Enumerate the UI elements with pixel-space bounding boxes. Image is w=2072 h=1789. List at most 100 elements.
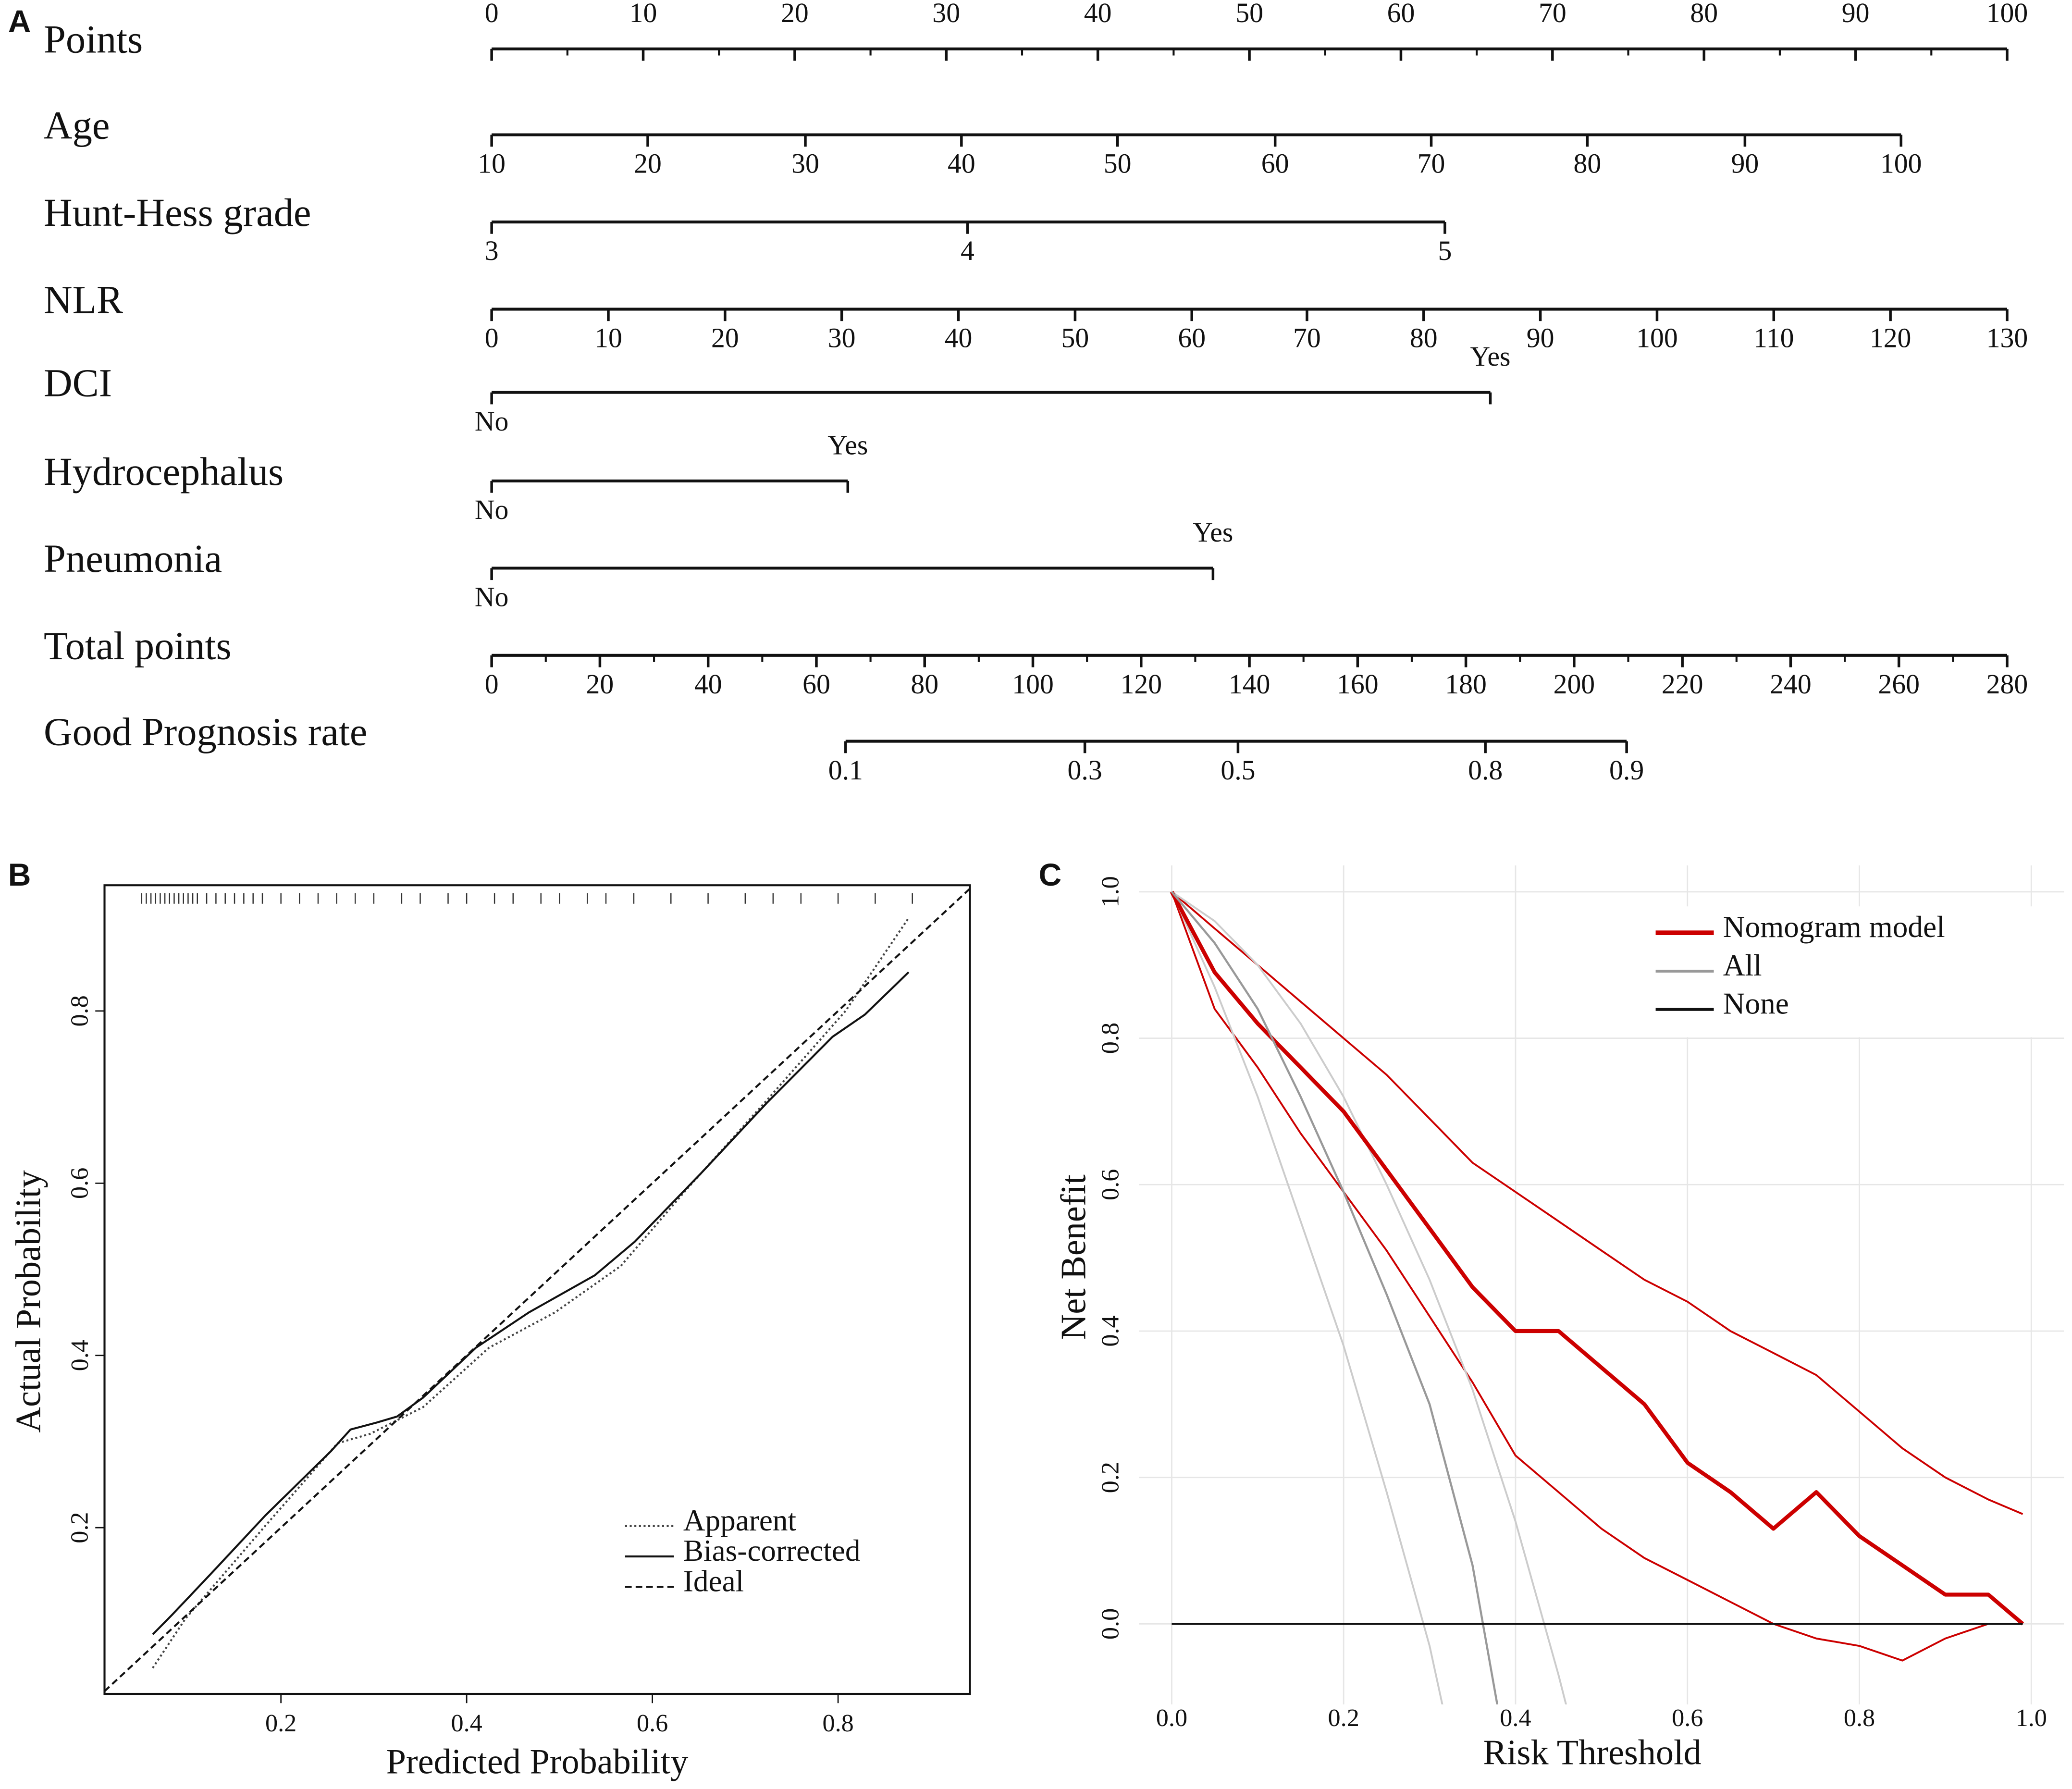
ci-lower <box>1171 891 1443 1705</box>
tick-label: 200 <box>1554 669 1595 700</box>
tick-label: 0.3 <box>1068 755 1102 786</box>
series-line <box>152 971 910 1635</box>
tick-label: 40 <box>948 149 975 179</box>
tick-label: 0 <box>485 0 499 28</box>
legend-label: None <box>1723 987 1789 1021</box>
legend-label: All <box>1723 949 1762 982</box>
y-tick-label: 0.8 <box>66 995 94 1026</box>
x-tick-label: 0.8 <box>822 1709 853 1737</box>
tick-label: 100 <box>1636 323 1678 354</box>
y-tick-label: 0.6 <box>1096 1169 1124 1200</box>
row-name: DCI <box>44 361 112 405</box>
series-line <box>104 888 970 1692</box>
tick-label: Yes <box>827 430 868 460</box>
tick-label: 30 <box>828 323 856 354</box>
legend-label: Bias-corrected <box>683 1534 861 1567</box>
tick-label: 40 <box>694 669 722 700</box>
tick-label: 70 <box>1418 149 1445 179</box>
tick-label: 60 <box>1178 323 1206 354</box>
tick-label: 10 <box>478 149 506 179</box>
x-tick-label: 0.0 <box>1156 1704 1187 1732</box>
tick-label: 120 <box>1870 323 1912 354</box>
tick-label: No <box>475 582 509 613</box>
tick-label: 20 <box>586 669 614 700</box>
tick-label: 30 <box>932 0 960 28</box>
tick-label: 0.8 <box>1468 755 1503 786</box>
row-name: Age <box>44 103 110 147</box>
legend-label: Ideal <box>683 1564 744 1598</box>
tick-label: 120 <box>1120 669 1162 700</box>
x-tick-label: 0.4 <box>1500 1704 1531 1732</box>
series-line <box>152 917 910 1669</box>
tick-label: 240 <box>1770 669 1812 700</box>
y-tick-label: 0.4 <box>66 1340 94 1371</box>
tick-label: 0 <box>485 323 499 354</box>
row-name: NLR <box>44 278 123 321</box>
tick-label: 60 <box>1387 0 1415 28</box>
tick-label: 280 <box>1986 669 2028 700</box>
x-tick-label: 1.0 <box>2016 1704 2047 1732</box>
tick-label: 100 <box>1880 149 1922 179</box>
row-name: Good Prognosis rate <box>44 710 367 753</box>
tick-label: 20 <box>634 149 662 179</box>
panel-label: C <box>1038 857 1061 892</box>
tick-label: 3 <box>485 236 499 266</box>
tick-label: 180 <box>1445 669 1487 700</box>
plot-frame <box>103 884 971 1695</box>
tick-label: 40 <box>1084 0 1112 28</box>
tick-label: 4 <box>961 236 974 266</box>
tick-label: 220 <box>1662 669 1703 700</box>
tick-label: 90 <box>1527 323 1554 354</box>
row-name: Hydrocephalus <box>44 450 284 494</box>
y-tick-label: 0.4 <box>1096 1315 1124 1346</box>
tick-label: 80 <box>911 669 938 700</box>
tick-label: 10 <box>629 0 657 28</box>
tick-label: No <box>475 407 509 437</box>
x-tick-label: 0.4 <box>451 1709 482 1737</box>
tick-label: 10 <box>594 323 622 354</box>
tick-label: 130 <box>1986 323 2028 354</box>
tick-label: 110 <box>1753 323 1794 354</box>
tick-label: 70 <box>1539 0 1566 28</box>
tick-label: 60 <box>1261 149 1289 179</box>
tick-label: 100 <box>1986 0 2028 28</box>
tick-label: 70 <box>1293 323 1321 354</box>
ci-lower <box>1171 891 2023 1662</box>
x-axis-label: Risk Threshold <box>1483 1733 1701 1772</box>
tick-label: 0.1 <box>828 755 863 786</box>
panel-label: A <box>8 3 31 39</box>
tick-label: 260 <box>1878 669 1920 700</box>
x-tick-label: 0.8 <box>1844 1704 1875 1732</box>
x-tick-label: 0.2 <box>1328 1704 1359 1732</box>
y-axis-label: Actual Probability <box>9 1170 48 1432</box>
plot-lines <box>1170 890 2024 1705</box>
y-tick-label: 0.2 <box>1096 1462 1124 1493</box>
series-line <box>1170 890 2024 1626</box>
y-tick-label: 0.0 <box>1096 1608 1124 1640</box>
tick-label: 40 <box>945 323 973 354</box>
tick-label: 60 <box>802 669 830 700</box>
tick-label: 0.5 <box>1221 755 1255 786</box>
panel-label: B <box>8 857 31 892</box>
ci-upper <box>1171 891 2023 1515</box>
y-tick-label: 1.0 <box>1096 876 1124 907</box>
tick-label: 50 <box>1061 323 1089 354</box>
row-name: Total points <box>44 624 232 668</box>
tick-label: Yes <box>1470 342 1511 372</box>
legend-box <box>1645 906 2064 1037</box>
x-tick-label: 0.6 <box>1672 1704 1703 1732</box>
tick-label: 5 <box>1438 236 1452 266</box>
row-name: Hunt-Hess grade <box>44 191 311 234</box>
tick-label: 80 <box>1690 0 1718 28</box>
tick-label: 20 <box>711 323 739 354</box>
legend-label: Nomogram model <box>1723 910 1945 944</box>
y-tick-label: 0.6 <box>66 1168 94 1199</box>
tick-label: 50 <box>1235 0 1263 28</box>
tick-label: 80 <box>1574 149 1602 179</box>
tick-label: Yes <box>1193 518 1233 548</box>
plot-lines <box>104 888 970 1692</box>
tick-label: 140 <box>1229 669 1270 700</box>
tick-label: 90 <box>1731 149 1759 179</box>
